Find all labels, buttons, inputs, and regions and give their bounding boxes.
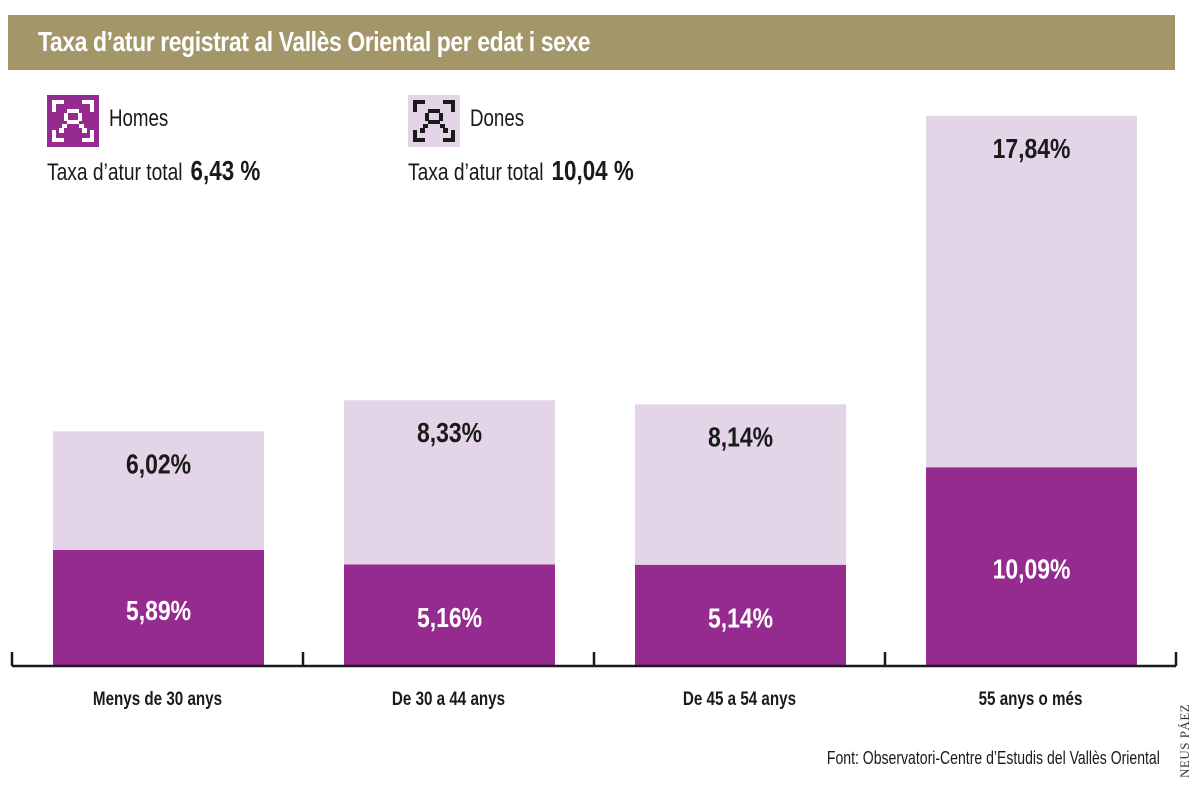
- credit-text: NEUS PÁEZ: [1177, 703, 1192, 778]
- chart-title: Taxa d’atur registrat al Vallès Oriental…: [38, 26, 591, 57]
- legend-label-homes: Homes: [109, 105, 169, 132]
- x-tick-label: De 45 a 54 anys: [683, 687, 796, 709]
- bar-segment-homes: [53, 549, 264, 666]
- bar-segment-dones: [926, 115, 1137, 468]
- bar-segment-dones: [53, 431, 264, 550]
- data-label-homes: 5,89%: [126, 596, 191, 627]
- data-label-homes: 10,09%: [993, 555, 1071, 586]
- data-label-dones: 6,02%: [126, 449, 191, 480]
- person-frame-icon: [408, 95, 460, 147]
- data-label-dones: 17,84%: [993, 134, 1071, 165]
- data-label-dones: 8,33%: [417, 418, 482, 449]
- source-note: Font: Observatori-Centre d’Estudis del V…: [827, 748, 1160, 768]
- x-tick-label: Menys de 30 anys: [93, 687, 222, 709]
- x-tick-label: 55 anys o més: [979, 687, 1083, 709]
- x-tick-label: De 30 a 44 anys: [392, 687, 505, 709]
- total-rate-homes: Taxa d’atur total 6,43 %: [47, 155, 260, 187]
- bar-segment-homes: [635, 564, 846, 666]
- person-frame-icon: [47, 95, 99, 147]
- title-banner: Taxa d’atur registrat al Vallès Oriental…: [8, 15, 1175, 70]
- photo-credit: NEUS PÁEZ: [1177, 690, 1197, 780]
- data-label-homes: 5,14%: [708, 603, 773, 634]
- total-rate-value: 6,43 %: [190, 155, 261, 186]
- data-label-dones: 8,14%: [708, 422, 773, 453]
- bar-segment-homes: [344, 564, 555, 666]
- data-label-homes: 5,16%: [417, 603, 482, 634]
- total-rate-dones: Taxa d’atur total 10,04 %: [408, 155, 634, 187]
- legend-label-dones: Dones: [470, 105, 525, 132]
- total-rate-label: Taxa d’atur total: [408, 159, 544, 186]
- bar-segment-homes: [926, 467, 1137, 666]
- total-rate-value: 10,04 %: [551, 155, 634, 186]
- total-rate-label: Taxa d’atur total: [47, 159, 183, 186]
- bar-segment-dones: [344, 400, 555, 565]
- bar-segment-dones: [635, 404, 846, 565]
